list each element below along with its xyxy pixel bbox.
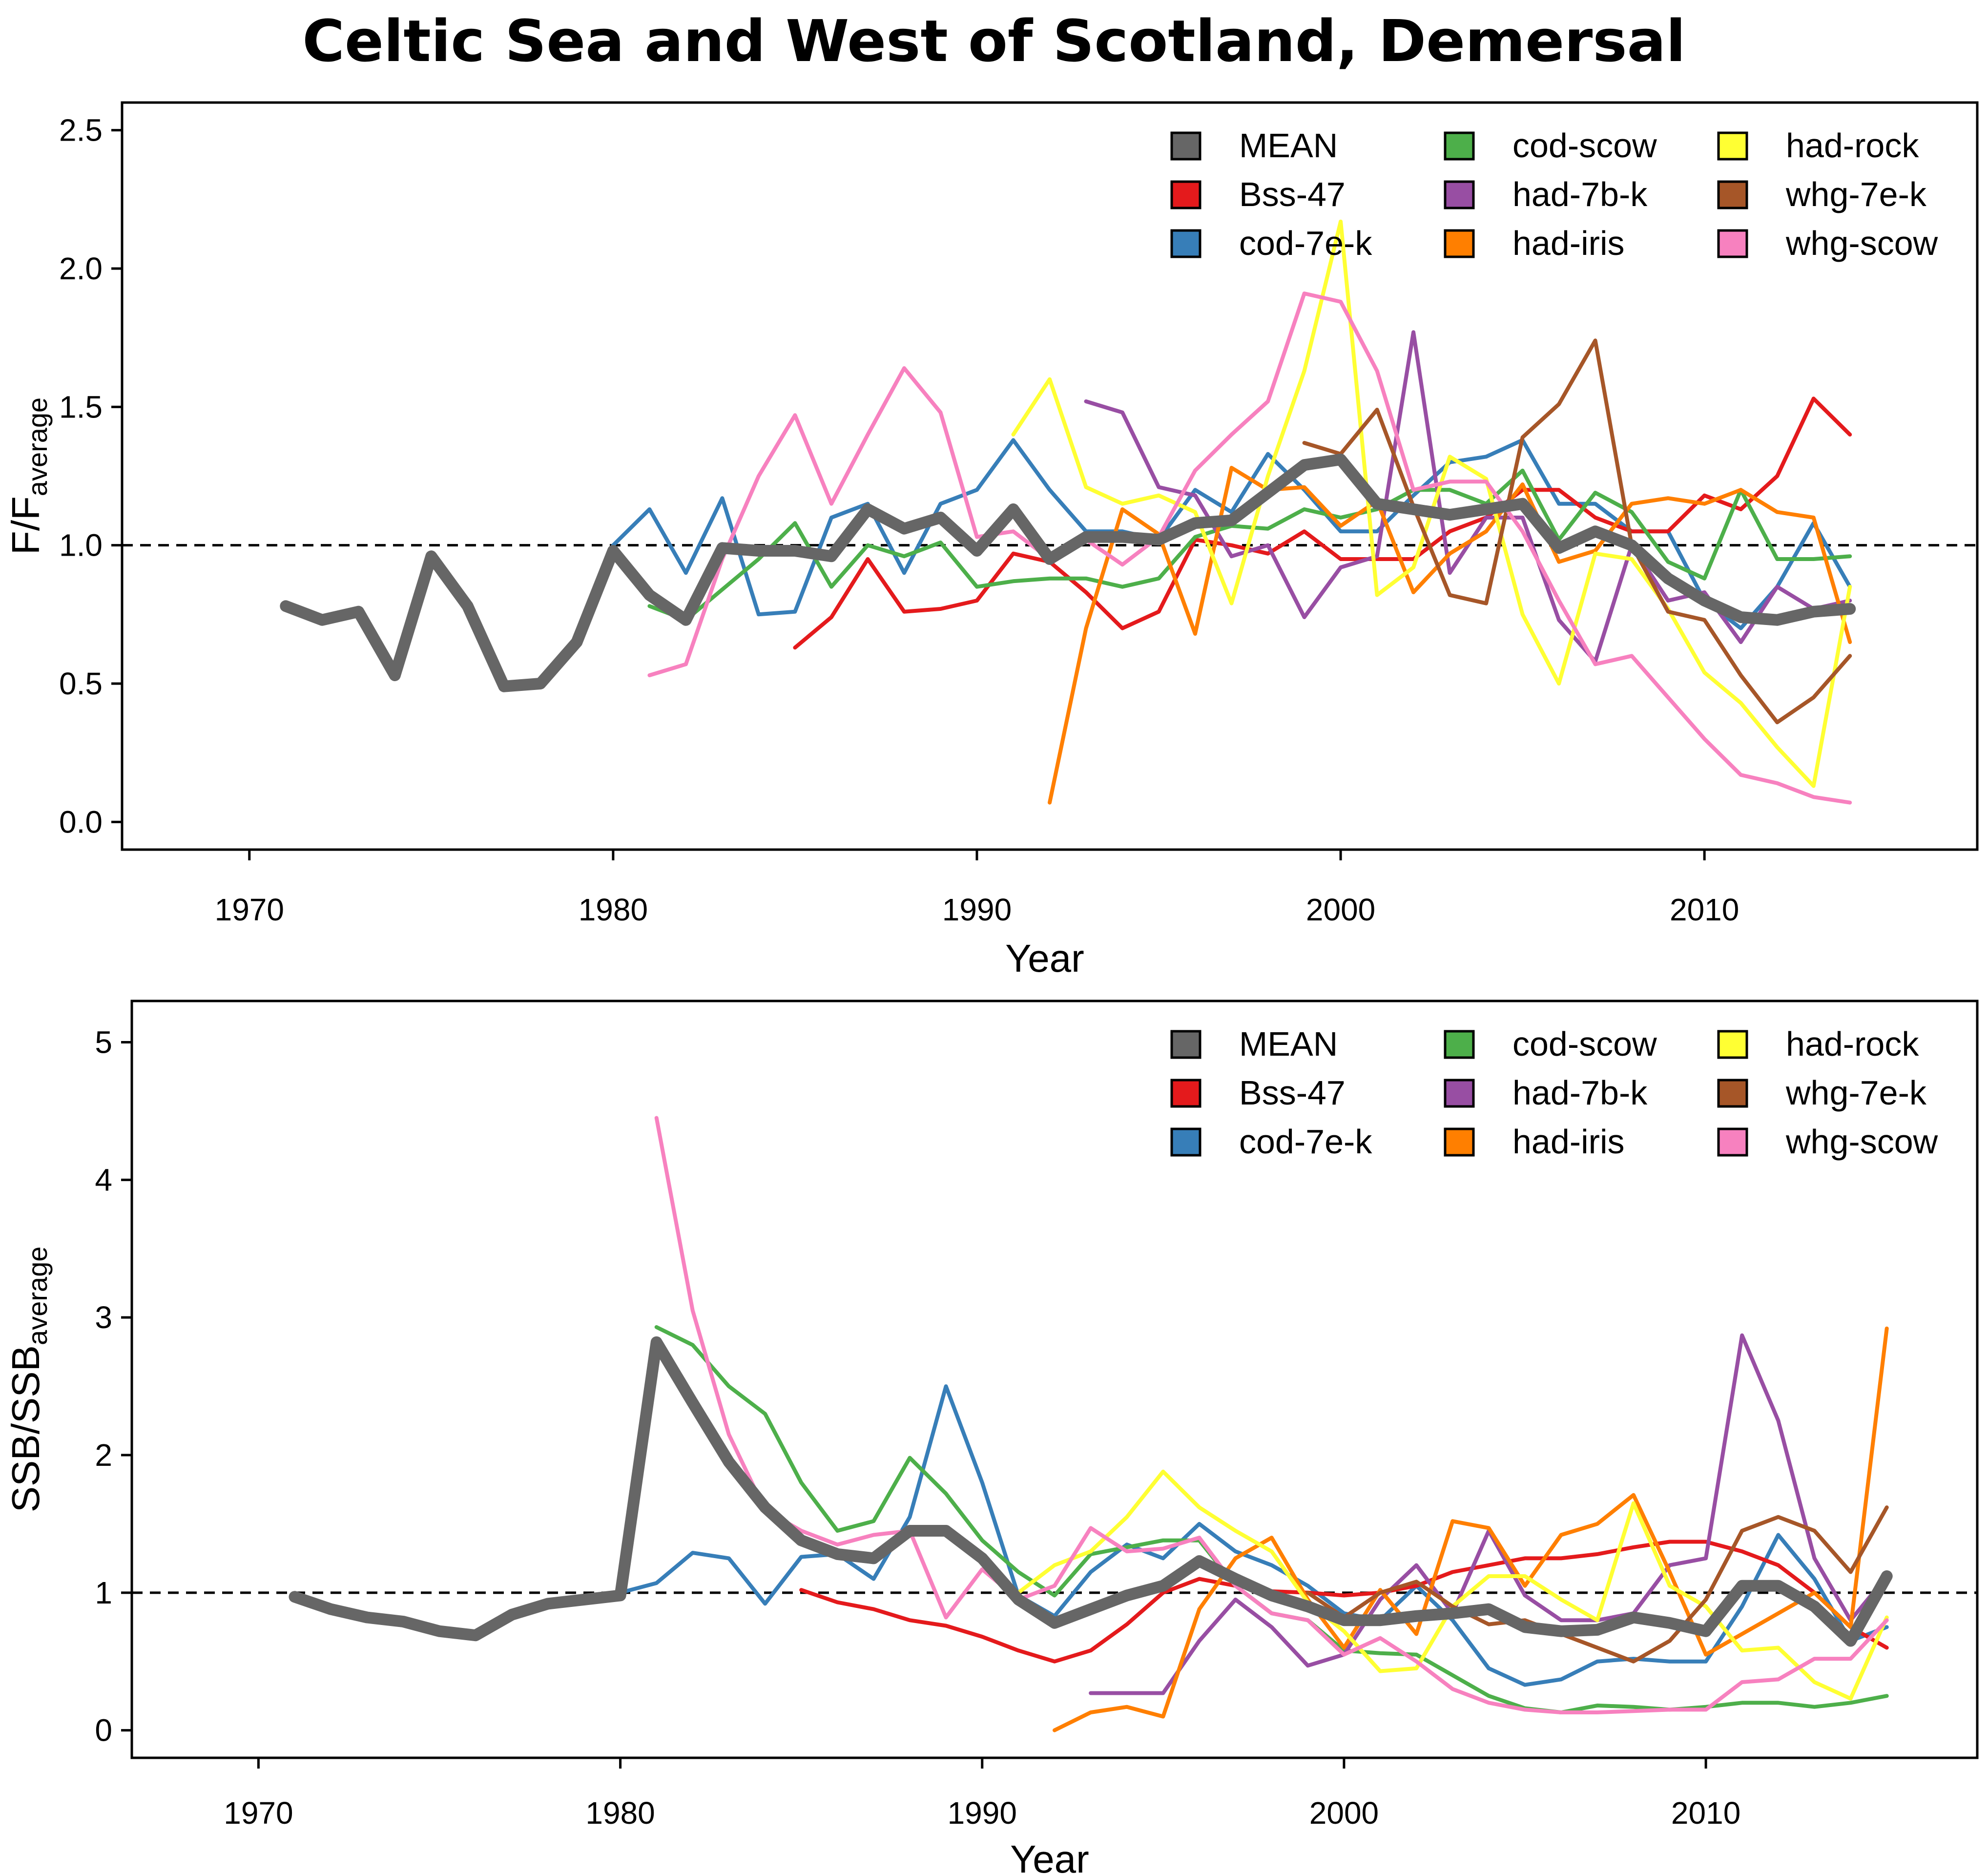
f-panel: 0.0 0.5 1.0 1.5 2.0 2.5 1970 1980 1990 2000 2010 Ye… [4,101,1979,980]
legend-swatch-had-7b-k [1444,180,1475,209]
legend-swatch-whg-scow [1717,1127,1748,1157]
legend-swatch-had-rock [1717,1030,1748,1059]
y-axis-label: F/Faverage [4,397,53,555]
series-line-cod-scow [647,468,1852,622]
x-tick-label: 1990 [942,892,1012,927]
series-line-whg-scow [654,1116,1889,1714]
x-tick-label: 1970 [224,1795,293,1831]
legend-label-had-rock: had-rock [1786,1025,1919,1063]
legend-label-whg-scow: whg-scow [1785,224,1938,262]
series-line-whg-7e-k [1302,338,1852,725]
ssb-panel: 0 1 2 3 4 5 1970 1980 1990 2000 2010 Year SSB/SSBave… [4,1000,1979,1875]
legend-swatch-cod-scow [1444,131,1475,161]
plot-frame [130,1000,1979,1759]
x-tick-label: 1980 [579,892,648,927]
legend-swatch-cod-scow [1444,1030,1475,1059]
series-line-cod-scow [654,1325,1889,1714]
y-tick-label: 3 [95,1300,112,1335]
legend-label-had-7b-k: had-7b-k [1512,1074,1648,1112]
legend-swatch-had-iris [1444,229,1475,258]
legend-swatch-bss-47 [1170,180,1201,209]
y-axis-label: SSB/SSBaverage [4,1247,53,1513]
y-tick-label: 5 [95,1025,112,1060]
legend-swatch-had-iris [1444,1127,1475,1157]
y-tick-label: 0 [95,1713,112,1748]
y-tick-label: 2.0 [59,251,103,286]
legend-swatch-had-7b-k [1444,1079,1475,1108]
legend-swatch-bss-47 [1170,1079,1201,1108]
legend-swatch-mean [1170,1030,1201,1059]
series-line-had-iris [1053,1326,1889,1732]
figure-title: Celtic Sea and West of Scotland, Demersa… [302,7,1686,75]
series-line-bss-47 [799,1540,1889,1664]
legend-label-bss-47: Bss-47 [1239,1074,1346,1112]
x-tick-label: 1970 [215,892,284,927]
legend-label-cod-scow: cod-scow [1512,126,1657,165]
legend-swatch-whg-7e-k [1717,1079,1748,1108]
x-tick-label: 1980 [585,1795,655,1831]
legend-label-had-iris: had-iris [1512,224,1625,262]
legend-label-whg-7e-k: whg-7e-k [1785,175,1927,213]
series-line-whg-7e-k [1305,1505,1889,1664]
y-tick-label: 1.5 [59,389,103,424]
legend-swatch-had-rock [1717,131,1748,161]
legend-label-whg-scow: whg-scow [1785,1123,1938,1161]
legend-label-had-7b-k: had-7b-k [1512,175,1648,213]
plot-frame [121,101,1979,851]
y-tick-label: 4 [95,1162,112,1197]
legend-label-mean: MEAN [1239,126,1338,165]
legend-swatch-whg-7e-k [1717,180,1748,209]
x-tick-label: 2000 [1306,892,1375,927]
series-line-had-iris [1048,466,1852,805]
series-line-bss-47 [793,396,1852,650]
legend-swatch-mean [1170,131,1201,161]
x-axis-label: Year [1005,937,1084,980]
legend-label-cod-scow: cod-scow [1512,1025,1657,1063]
series-line-cod-7e-k [284,438,1852,688]
series-line-whg-scow [647,292,1852,805]
legend-label-bss-47: Bss-47 [1239,175,1346,213]
legend-swatch-cod-7e-k [1170,1127,1201,1157]
y-tick-label: 1 [95,1575,112,1610]
x-axis-label: Year [1010,1837,1089,1875]
x-tick-label: 2010 [1670,892,1739,927]
legend-label-cod-7e-k: cod-7e-k [1239,1123,1372,1161]
series-line-mean [280,454,1856,692]
y-tick-label: 0.5 [59,666,103,701]
x-tick-label: 2000 [1309,1795,1379,1831]
y-tick-label: 2 [95,1438,112,1473]
y-tick-label: 0.0 [59,804,103,839]
legend-label-cod-7e-k: cod-7e-k [1239,224,1372,262]
series-line-mean [289,1336,1893,1647]
y-tick-label: 2.5 [59,113,103,148]
y-tick-label: 1.0 [59,528,103,563]
legend-label-mean: MEAN [1239,1025,1338,1063]
legend-label-had-rock: had-rock [1786,126,1919,165]
x-tick-label: 1990 [948,1795,1017,1831]
legend-swatch-whg-scow [1717,229,1748,258]
legend-label-had-iris: had-iris [1512,1123,1625,1161]
legend-label-whg-7e-k: whg-7e-k [1785,1074,1927,1112]
x-tick-label: 2010 [1671,1795,1740,1831]
legend-swatch-cod-7e-k [1170,229,1201,258]
